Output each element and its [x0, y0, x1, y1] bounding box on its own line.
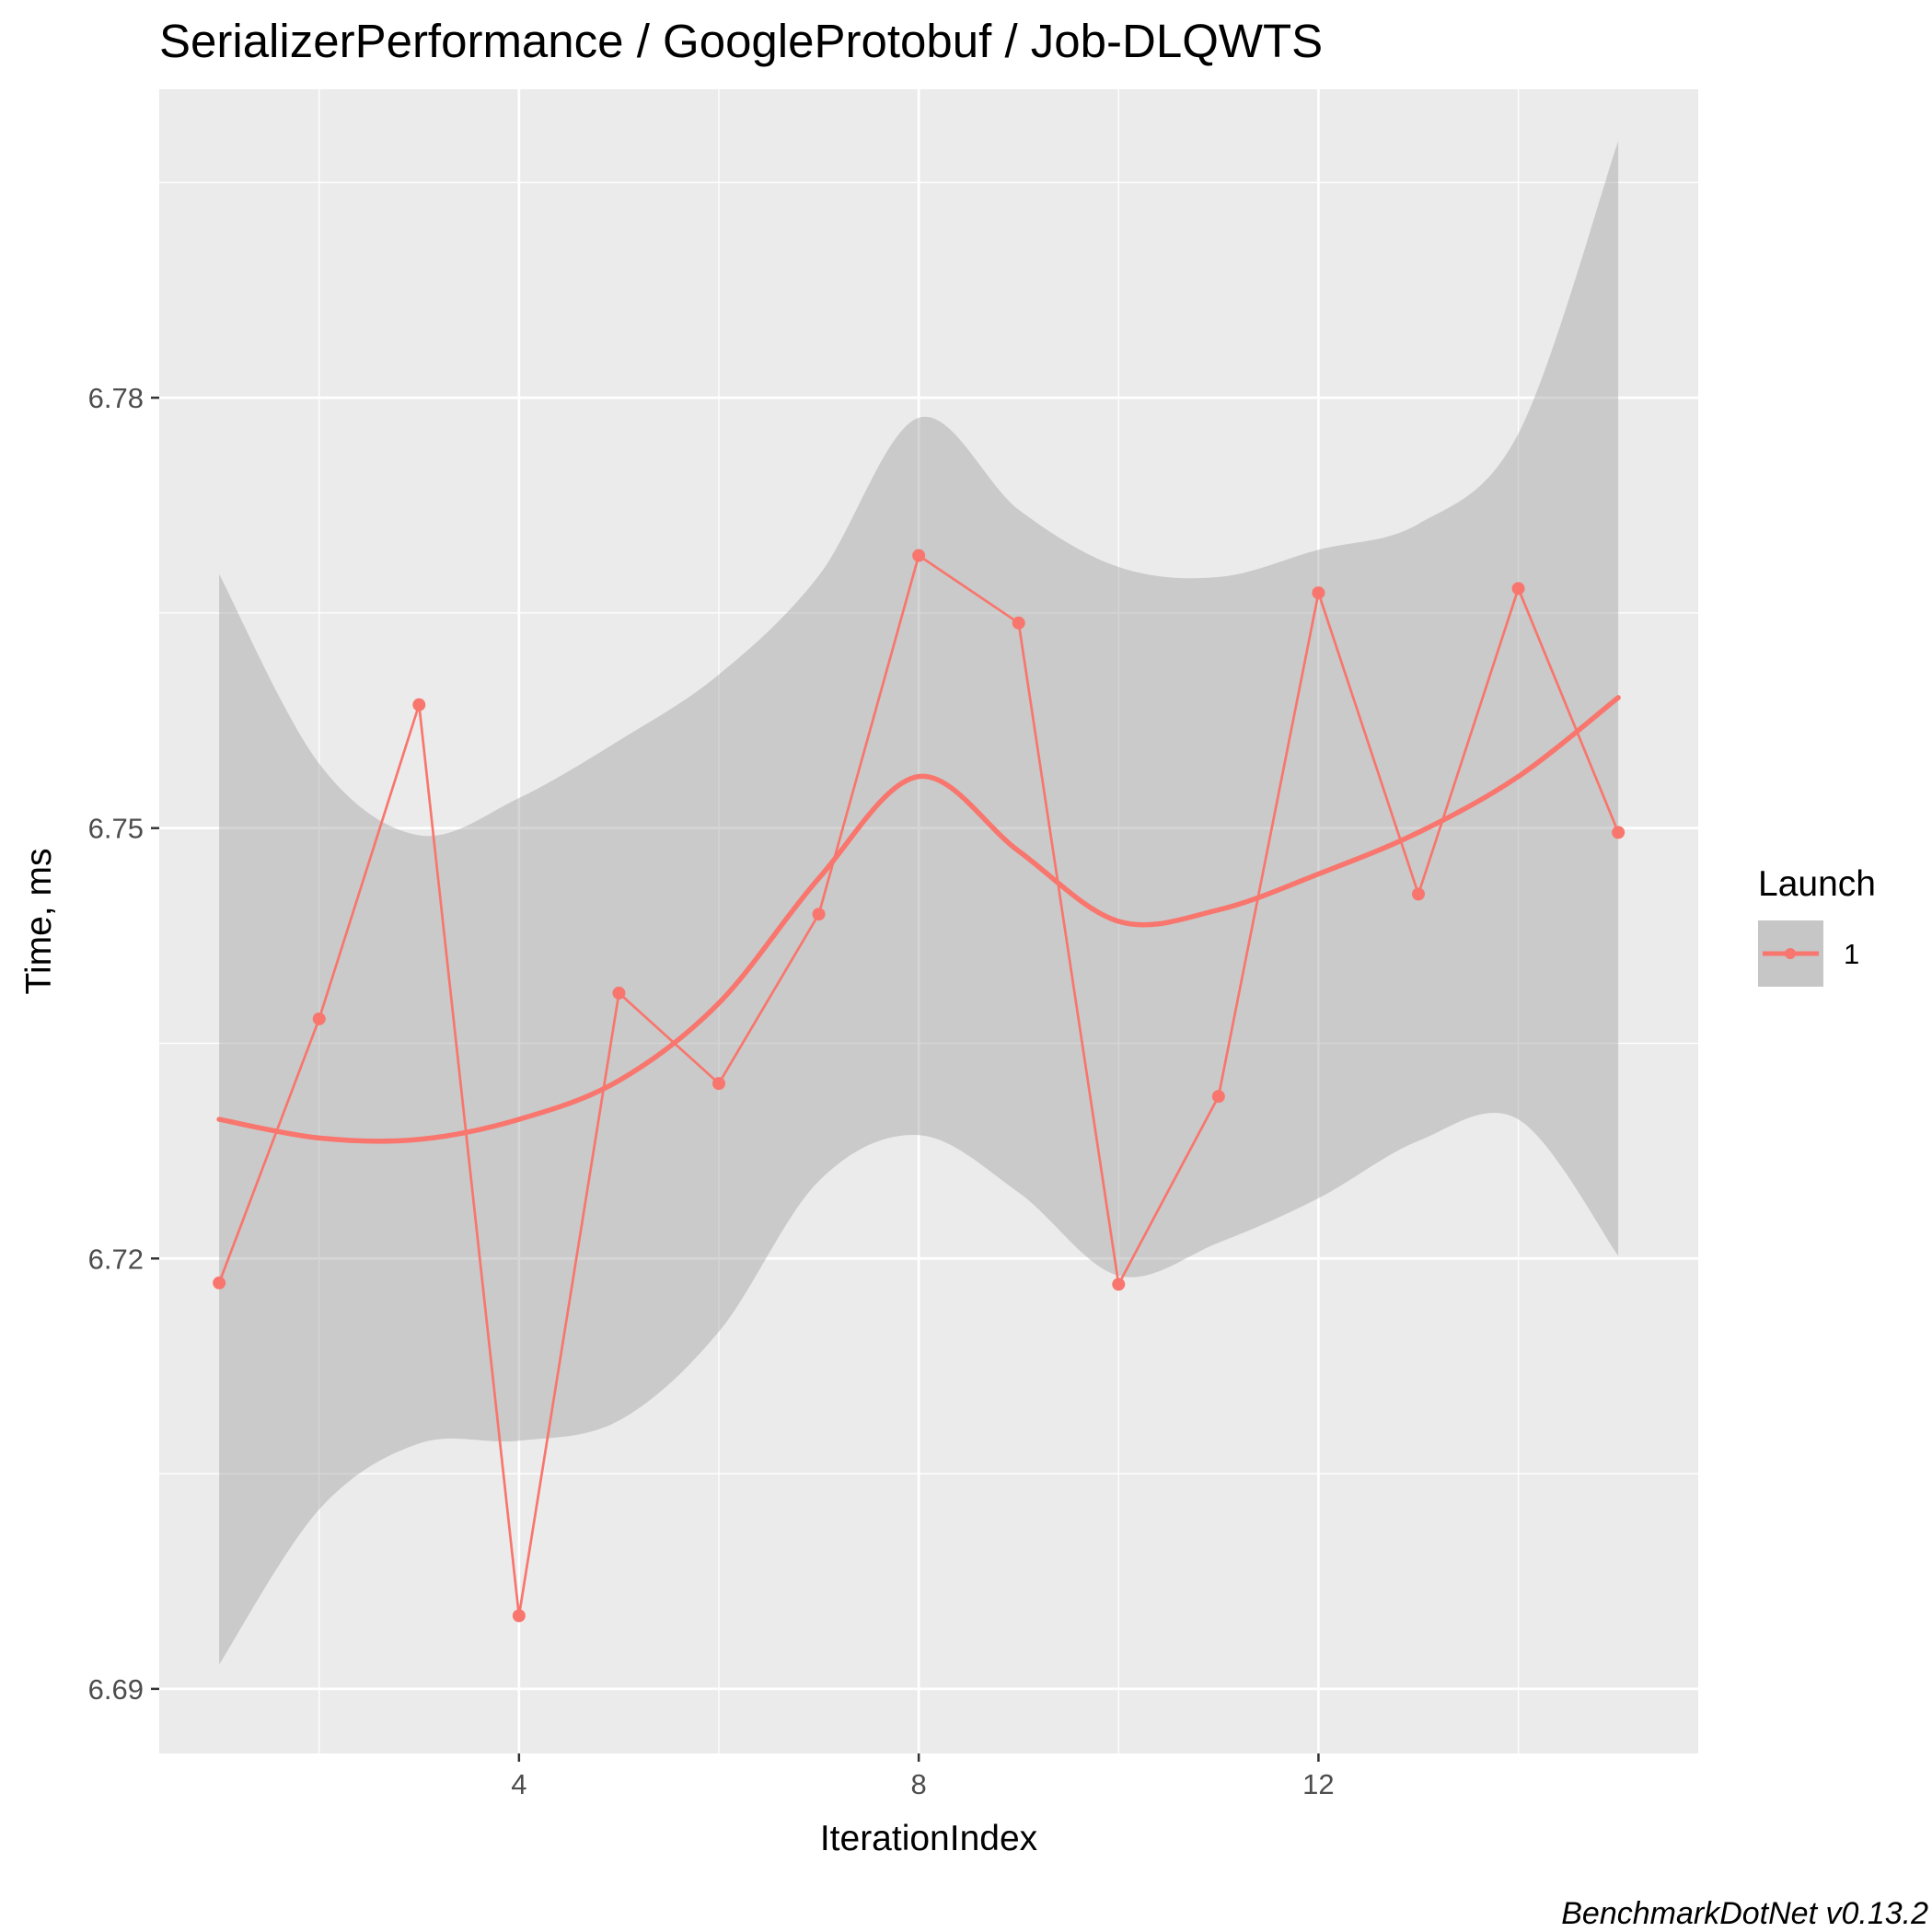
x-axis-title: IterationIndex: [820, 1819, 1038, 1858]
series-segment: [1417, 587, 1520, 895]
plot-panel: [159, 89, 1698, 1753]
series-segment: [1217, 592, 1320, 1097]
data-point: [1412, 887, 1425, 901]
data-point: [213, 1276, 226, 1290]
series-lines: [217, 554, 1620, 1616]
y-tick-label: 6.78: [88, 382, 144, 414]
legend: Launch 1: [1758, 864, 1876, 987]
data-point: [312, 1012, 326, 1025]
data-point: [612, 986, 626, 1000]
series-segment: [1317, 592, 1420, 895]
smooth-line: [216, 695, 1621, 1144]
legend-key-point: [1785, 948, 1796, 959]
series-segment: [1017, 622, 1120, 1285]
series-segment: [1117, 1095, 1221, 1285]
axes: 4 8 12 6.69 6.72 6.75 6.78: [88, 382, 1335, 1800]
x-tick-label: 12: [1302, 1768, 1334, 1800]
series-segment: [517, 992, 620, 1616]
data-point: [1312, 586, 1325, 600]
data-point: [512, 1609, 526, 1623]
series-segment: [618, 991, 720, 1085]
y-axis-title: Time, ms: [19, 849, 59, 995]
data-point: [912, 549, 926, 562]
series-segment: [1517, 587, 1620, 833]
chart-title: SerializerPerformance / GoogleProtobuf /…: [159, 15, 1323, 67]
legend-label: 1: [1844, 938, 1859, 970]
smooth-trend-line: [216, 695, 1621, 1144]
confidence-band-area: [219, 141, 1619, 1665]
data-point: [1211, 1090, 1225, 1104]
data-point: [1112, 1278, 1126, 1291]
data-point: [812, 908, 826, 921]
legend-title: Launch: [1758, 864, 1876, 904]
y-tick-label: 6.75: [88, 813, 144, 845]
grid-lines: [159, 89, 1698, 1753]
confidence-band: [219, 141, 1619, 1665]
data-point: [1012, 616, 1025, 630]
caption: BenchmarkDotNet v0.13.2: [1561, 1896, 1928, 1931]
series-segment: [717, 913, 820, 1084]
x-tick-label: 8: [911, 1768, 927, 1800]
series-segment: [417, 704, 521, 1616]
data-point: [1612, 826, 1625, 839]
data-point: [1511, 582, 1525, 596]
series-segment: [318, 704, 421, 1020]
x-tick-label: 4: [511, 1768, 526, 1800]
data-point: [412, 698, 426, 711]
series-segment: [217, 1018, 320, 1284]
data-point: [712, 1077, 725, 1091]
series-segment: [918, 554, 1020, 624]
y-tick-label: 6.72: [88, 1243, 144, 1275]
series-points: [213, 549, 1625, 1623]
y-tick-label: 6.69: [88, 1673, 144, 1706]
